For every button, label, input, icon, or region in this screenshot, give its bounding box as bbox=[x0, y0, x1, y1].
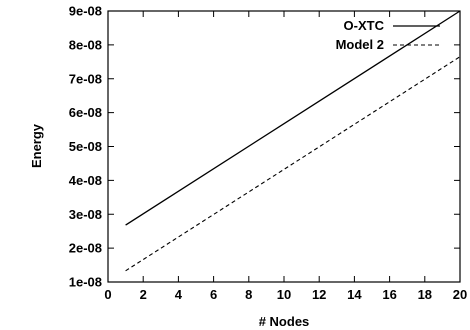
ticks-layer: 0 2 4 6 8 10 12 14 16 18 20 1e-08 2e-08 3e-08 4e-08 5e-… bbox=[69, 4, 467, 303]
x-tick-label: 20 bbox=[453, 287, 467, 302]
plot-frame bbox=[107, 10, 461, 283]
x-axis-title: # Nodes bbox=[259, 314, 310, 329]
y-tick-label: 6e-08 bbox=[69, 105, 102, 120]
x-tick-label: 16 bbox=[382, 287, 396, 302]
y-tick-label: 8e-08 bbox=[69, 37, 102, 52]
y-tick-label: 5e-08 bbox=[69, 139, 102, 154]
x-tick-label: 4 bbox=[175, 287, 183, 302]
series-line-o-xtc bbox=[125, 10, 461, 226]
x-tick-label: 6 bbox=[210, 287, 217, 302]
legend-label-o-xtc: O-XTC bbox=[344, 18, 385, 33]
x-tick-label: 12 bbox=[312, 287, 326, 302]
series-layer bbox=[125, 10, 461, 272]
x-tick-label: 0 bbox=[104, 287, 111, 302]
x-tick-label: 10 bbox=[277, 287, 291, 302]
y-tick-label: 9e-08 bbox=[69, 4, 102, 19]
x-tick-label: 8 bbox=[245, 287, 252, 302]
y-axis-title: Energy bbox=[29, 123, 44, 168]
y-tick-label: 4e-08 bbox=[69, 173, 102, 188]
x-tick-label: 2 bbox=[140, 287, 147, 302]
series-line-model-2 bbox=[125, 56, 461, 272]
y-tick-label: 1e-08 bbox=[69, 275, 102, 290]
legend: O-XTC Model 2 bbox=[336, 18, 440, 52]
y-tick-label: 3e-08 bbox=[69, 207, 102, 222]
y-tick-label: 2e-08 bbox=[69, 241, 102, 256]
y-tick-label: 7e-08 bbox=[69, 71, 102, 86]
x-tick-label: 18 bbox=[418, 287, 432, 302]
legend-label-model-2: Model 2 bbox=[336, 37, 384, 52]
x-tick-label: 14 bbox=[347, 287, 362, 302]
